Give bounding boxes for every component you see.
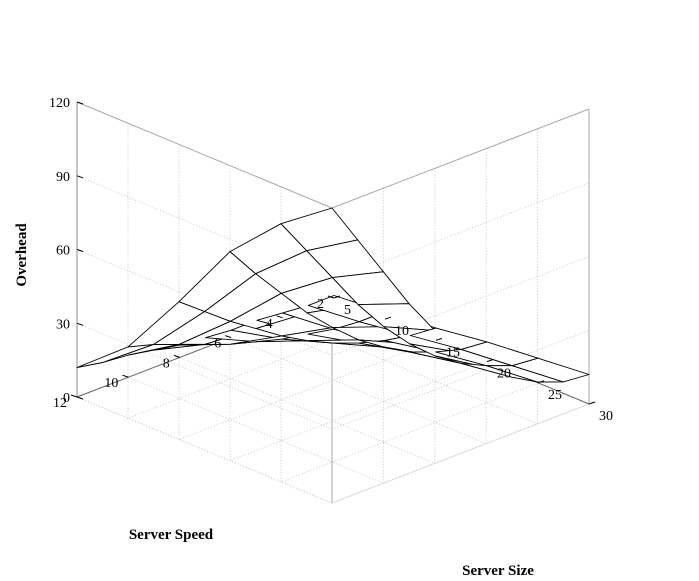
- y-tick-mark: [225, 335, 232, 339]
- x-tick-mark: [486, 359, 494, 363]
- x-tick-label: 5: [344, 303, 351, 318]
- x-tick-mark: [435, 337, 443, 341]
- floor-grid-line-x: [280, 382, 539, 483]
- z-tick-label: 30: [56, 317, 70, 332]
- surface-cell: [76, 343, 155, 368]
- floor-grid-line-x: [178, 339, 437, 440]
- floor-grid-line-y: [128, 376, 384, 484]
- x-tick-mark: [333, 295, 341, 299]
- y-tick-label: 6: [214, 337, 221, 352]
- box-top-back-edge: [76, 101, 333, 209]
- surface-mesh: [76, 207, 590, 383]
- z-tick-label: 120: [49, 96, 70, 111]
- z-tick-mark: [76, 101, 84, 105]
- tick-labels: 0 30 60 90 120 2 4 6 8 10 12 5 10 15 20 25 30: [49, 96, 613, 424]
- floor-grid-line-y: [282, 317, 538, 425]
- y-axis-label: Server Speed: [129, 527, 214, 543]
- back-wall-grid-line-z: [76, 322, 333, 430]
- x-tick-mark: [537, 380, 545, 384]
- y-tick-mark: [173, 354, 180, 358]
- z-tick-mark: [76, 322, 84, 326]
- y-tick-mark: [122, 374, 129, 378]
- floor-grid-line-x: [229, 361, 488, 462]
- z-tick-label: 60: [56, 244, 70, 259]
- x-tick-label: 30: [599, 409, 613, 424]
- side-wall-grid-line-z: [331, 403, 590, 504]
- y-tick-label: 2: [317, 297, 324, 312]
- floor-grid-line-y: [179, 356, 435, 464]
- x-tick-label: 10: [395, 324, 409, 339]
- y-tick-label: 12: [53, 396, 67, 411]
- z-axis-label: Overhead: [14, 223, 30, 287]
- floor-grid-line-y: [231, 337, 487, 445]
- z-tick-mark: [76, 175, 84, 179]
- y-tick-mark: [70, 394, 78, 398]
- back-wall-grid-line-z: [76, 396, 333, 504]
- z-tick-label: 90: [56, 170, 70, 185]
- box-top-side-edge: [331, 108, 590, 209]
- x-tick-mark: [384, 316, 392, 320]
- y-tick-label: 4: [266, 317, 273, 332]
- z-tick-mark: [76, 249, 84, 252]
- x-tick-mark: [588, 401, 596, 405]
- z-tick-mark: [76, 396, 84, 400]
- x-tick-label: 25: [548, 388, 562, 403]
- floor-grid-line-x: [331, 403, 590, 504]
- x-tick-label: 20: [497, 367, 511, 382]
- y-tick-label: 10: [104, 376, 118, 391]
- y-tick-label: 8: [163, 356, 170, 371]
- y-tick-mark: [276, 315, 283, 319]
- back-wall-grid-line-z: [76, 175, 333, 283]
- z-tick-label: 0: [63, 391, 70, 406]
- side-wall-grid-line-z: [331, 329, 590, 430]
- surface-cell: [511, 357, 590, 383]
- x-tick-label: 15: [446, 345, 460, 360]
- x-axis-label: Server Size: [462, 563, 534, 579]
- y-tick-mark: [327, 295, 335, 299]
